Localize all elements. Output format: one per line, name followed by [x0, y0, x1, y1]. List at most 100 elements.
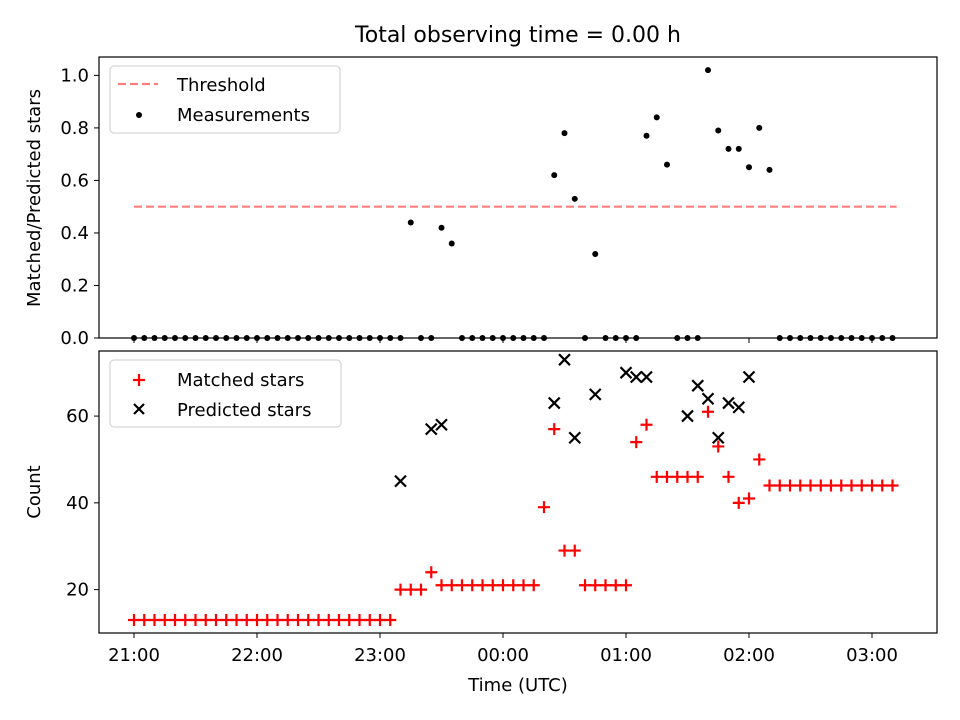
matched-star-point [835, 479, 848, 492]
predicted-star-point [394, 474, 407, 488]
measurement-point [489, 335, 496, 341]
measurement-point [551, 172, 558, 179]
measurement-point [571, 195, 578, 202]
matched-star-point [445, 579, 458, 592]
matched-star-point [661, 470, 673, 483]
measurement-point [848, 335, 855, 341]
matched-star-point [568, 544, 581, 557]
measurement-point [479, 335, 486, 341]
measurements-legend-swatch [136, 112, 142, 118]
measurement-point [797, 335, 804, 341]
top-y-tick-label: 1.0 [60, 65, 89, 86]
predicted-star-point [629, 370, 643, 384]
top-panel: 0.0 0.2 0.4 0.6 0.8 1.0 Matched/Predicted sta… [24, 56, 938, 349]
matched-star-point [251, 613, 263, 626]
matched-star-point [681, 470, 694, 483]
measurement-point [756, 124, 763, 131]
matched-star-point [712, 440, 725, 453]
matched-star-point [220, 613, 233, 626]
matched-star-point [517, 579, 530, 592]
matched-star-point [363, 613, 376, 626]
matched-star-point [333, 613, 345, 626]
matched-star-point [548, 423, 561, 436]
matched-star-point [394, 583, 407, 596]
measurement-point [612, 335, 619, 341]
measurement-point [448, 240, 455, 247]
x-tick-label: 22:00 [231, 645, 283, 666]
measurement-point [192, 335, 199, 341]
bottom-panel-marks: 21:00 22:00 23:00 00:00 01:00 02:00 03:00 20 40 6… [66, 353, 899, 666]
measurement-point [131, 335, 137, 341]
measurement-point [889, 335, 896, 341]
measurement-point [254, 335, 260, 341]
measurement-point [356, 335, 363, 341]
matched-star-point [743, 492, 755, 505]
measurement-point [469, 335, 476, 341]
measurement-point [295, 335, 301, 341]
measurement-point [500, 335, 506, 341]
measurement-point [182, 335, 189, 341]
x-tick-label: 03:00 [846, 645, 898, 666]
top-y-axis-label: Matched/Predicted stars [24, 89, 45, 307]
matched-stars-legend-swatch [133, 374, 145, 386]
matched-star-point [261, 613, 274, 626]
predicted-stars-legend-swatch [133, 403, 145, 415]
predicted-star-point [711, 431, 725, 445]
measurement-point [715, 127, 722, 134]
measurement-point [858, 335, 865, 341]
bottom-legend: Matched stars Predicted stars [109, 359, 342, 428]
measurement-point [725, 145, 732, 152]
matched-star-point [507, 579, 520, 592]
measurement-point [325, 335, 332, 341]
top-y-tick-label: 0.6 [60, 170, 89, 191]
matched-star-point [866, 479, 878, 492]
measurement-point [233, 335, 240, 341]
matched-star-point [435, 579, 448, 592]
top-legend-box [109, 65, 341, 134]
measurement-point [346, 335, 353, 341]
matched-star-point [169, 613, 181, 626]
measurement-point [705, 67, 711, 74]
matched-star-point [486, 579, 499, 592]
predicted-star-point [691, 379, 705, 392]
x-tick-label: 21:00 [108, 645, 160, 666]
measurement-point [746, 164, 752, 171]
top-plot-frame [98, 56, 938, 339]
matched-star-point [138, 613, 151, 626]
x-tick-label: 01:00 [600, 645, 652, 666]
x-tick-label: 02:00 [723, 645, 775, 666]
measurement-point [602, 335, 609, 341]
matched-star-point [630, 436, 643, 449]
measurement-point [879, 335, 886, 341]
matched-star-point [732, 496, 745, 509]
matched-star-point [620, 579, 632, 592]
bottom-legend-box [109, 359, 342, 428]
measurement-point [582, 335, 588, 341]
measurement-point [438, 224, 445, 231]
matched-star-point [763, 479, 776, 492]
matched-star-point [425, 566, 438, 579]
matched-star-point [794, 479, 807, 492]
measurement-point [592, 250, 599, 257]
bottom-y-axis-label: Count [24, 465, 45, 518]
matched-star-point [199, 613, 212, 626]
bottom-y-tick-label: 60 [66, 406, 89, 427]
matched-star-point [855, 479, 868, 492]
matched-star-point [312, 613, 325, 626]
measurement-point [428, 335, 435, 341]
measurement-point [202, 335, 209, 341]
predicted-stars-legend-label: Predicted stars [177, 400, 311, 421]
matched-star-point [404, 583, 417, 596]
measurement-point [643, 132, 650, 139]
matched-star-point [128, 613, 140, 626]
top-panel-marks: 0.0 0.2 0.4 0.6 0.8 1.0 [60, 65, 897, 349]
matched-star-point [640, 418, 653, 431]
matched-star-point [230, 613, 243, 626]
matched-star-point [456, 579, 468, 592]
x-axis-label: Time (UTC) [467, 675, 568, 696]
measurement-point [561, 130, 568, 137]
matched-star-point [497, 579, 509, 592]
measurement-point [664, 161, 670, 168]
matched-star-point [599, 579, 612, 592]
